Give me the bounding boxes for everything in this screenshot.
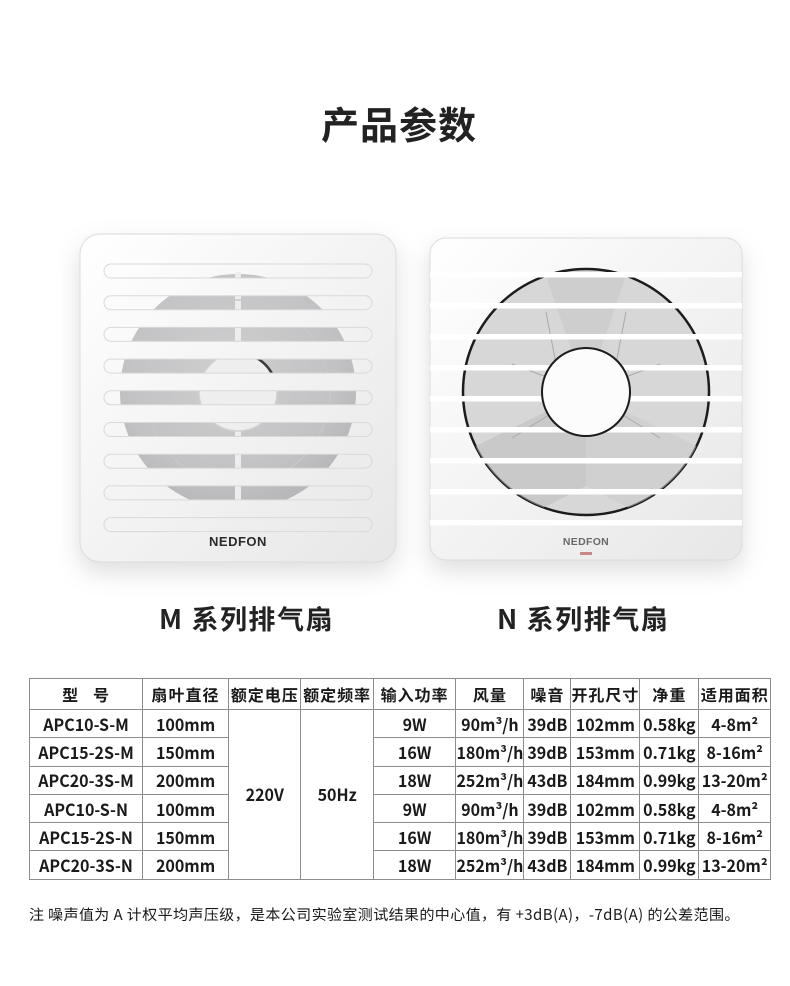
svg-text:NEDFON: NEDFON xyxy=(563,536,609,548)
svg-text:NEDFON: NEDFON xyxy=(209,534,267,549)
